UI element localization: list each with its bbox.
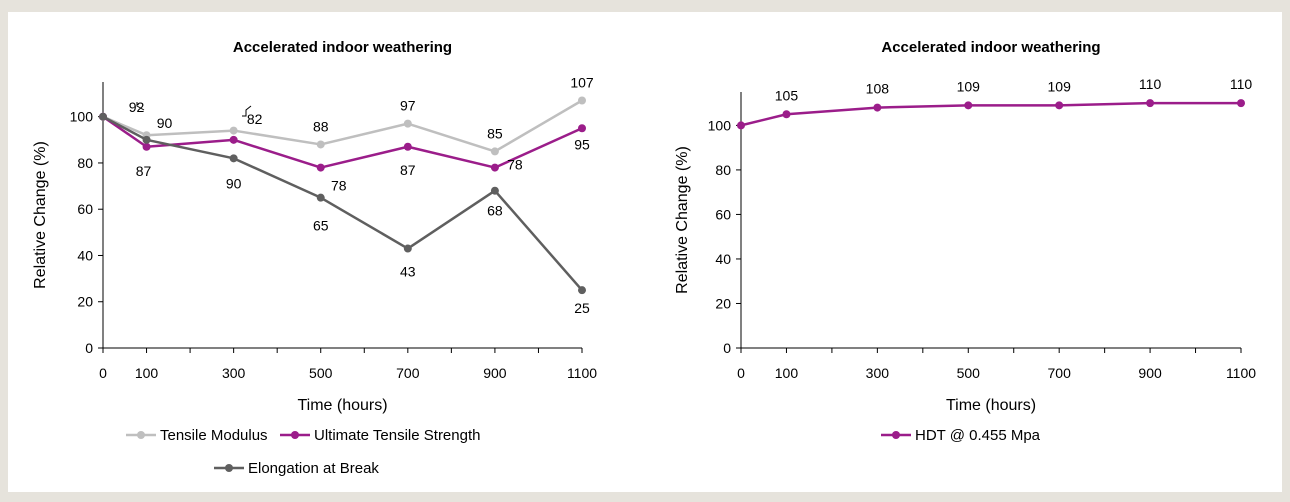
legend-label: Ultimate Tensile Strength	[314, 427, 480, 444]
data-label: 88	[313, 118, 329, 134]
series-point-0	[1237, 99, 1245, 108]
x-tick-label: 500	[957, 365, 981, 381]
series-point-1	[403, 142, 412, 151]
x-tick-label: 1100	[1226, 365, 1256, 381]
data-label: 87	[400, 162, 416, 178]
x-tick-label: 500	[309, 365, 333, 381]
series-point-0	[782, 110, 791, 119]
data-label: 97	[400, 98, 416, 114]
legend-label: Elongation at Break	[248, 460, 379, 477]
y-tick-label: 20	[77, 294, 93, 310]
data-label: 78	[331, 178, 347, 194]
legend-swatch-marker	[291, 431, 299, 439]
data-label: 90	[226, 175, 242, 191]
series-point-0	[403, 119, 412, 128]
data-label: 43	[400, 264, 416, 280]
x-tick-label: 0	[737, 365, 745, 381]
y-tick-label: 80	[77, 155, 93, 171]
series-point-0	[490, 147, 499, 156]
series-point-0	[316, 140, 325, 149]
data-label: 85	[487, 125, 503, 141]
data-label: 105	[775, 87, 799, 103]
y-tick-label: 100	[70, 109, 94, 125]
series-point-0	[229, 126, 238, 135]
x-tick-label: 100	[775, 365, 799, 381]
x-tick-label: 1100	[567, 365, 597, 381]
charts-panel: Accelerated indoor weathering 0 20 40 60 80 10…	[8, 12, 1282, 492]
series-point-2	[142, 135, 151, 144]
y-tick-label: 40	[77, 247, 93, 263]
x-tick-label: 900	[1138, 365, 1162, 381]
series-point-2	[578, 286, 586, 295]
series-point-0	[737, 121, 745, 130]
legend-label: Tensile Modulus	[160, 427, 268, 444]
x-tick-label: 900	[483, 365, 507, 381]
series-point-1	[229, 135, 238, 144]
label-leader-line	[242, 105, 252, 117]
chart-accelerated-weathering-hdt: Accelerated indoor weathering 0 20 40 60 80 10…	[674, 39, 1256, 444]
series-point-0	[964, 101, 973, 110]
label-leader-line	[136, 102, 145, 111]
y-tick-label: 100	[708, 117, 732, 133]
series-point-0	[578, 96, 586, 105]
data-label: 110	[1139, 76, 1162, 92]
series-point-1	[490, 163, 499, 172]
y-tick-label: 60	[77, 201, 93, 217]
data-label: 109	[957, 78, 981, 94]
data-label: 95	[574, 136, 590, 152]
x-tick-label: 700	[1048, 365, 1072, 381]
y-axis-label: Relative Change (%)	[674, 146, 691, 294]
series-point-2	[99, 112, 107, 121]
series-line-0	[740, 101, 1241, 127]
y-tick-label: 80	[715, 162, 731, 178]
series-point-1	[142, 142, 151, 151]
data-label: 78	[507, 157, 523, 173]
x-axis-label: Time (hours)	[297, 397, 387, 414]
x-tick-label: 0	[99, 365, 107, 381]
y-tick-label: 0	[85, 340, 93, 356]
data-label: 25	[574, 300, 590, 316]
series-point-1	[578, 124, 586, 133]
data-label: 90	[157, 115, 173, 131]
series-point-2	[229, 154, 238, 163]
series-point-2	[403, 244, 412, 253]
x-tick-label: 300	[222, 365, 246, 381]
chart-title: Accelerated indoor weathering	[233, 39, 452, 56]
series-point-1	[316, 163, 325, 172]
data-label: 82	[247, 111, 263, 127]
legend-swatch-marker	[892, 431, 900, 439]
series-point-2	[316, 193, 325, 202]
data-label: 92	[129, 99, 145, 115]
data-label: 110	[1230, 76, 1253, 92]
x-axis-label: Time (hours)	[946, 397, 1036, 414]
data-label: 68	[487, 203, 503, 219]
series-point-0	[873, 103, 882, 112]
y-tick-label: 0	[723, 340, 731, 356]
y-tick-label: 40	[715, 251, 731, 267]
y-tick-label: 20	[715, 295, 731, 311]
series-point-2	[490, 186, 499, 195]
y-axis-label: Relative Change (%)	[32, 141, 49, 289]
series-point-0	[1146, 99, 1155, 108]
legend-swatch-marker	[137, 431, 145, 439]
x-tick-label: 100	[135, 365, 159, 381]
chart-title: Accelerated indoor weathering	[881, 39, 1100, 56]
x-tick-label: 300	[866, 365, 890, 381]
legend-swatch-marker	[225, 464, 233, 472]
data-label: 109	[1048, 78, 1072, 94]
chart-accelerated-weathering-mechanical: Accelerated indoor weathering 0 20 40 60 80 10…	[32, 39, 597, 477]
data-label: 108	[866, 81, 890, 97]
data-label: 87	[136, 163, 152, 179]
x-tick-label: 700	[396, 365, 420, 381]
series-point-0	[1055, 101, 1064, 110]
data-label: 107	[570, 75, 594, 91]
data-label: 65	[313, 218, 329, 234]
y-tick-label: 60	[715, 206, 731, 222]
legend-label: HDT @ 0.455 Mpa	[915, 427, 1041, 444]
